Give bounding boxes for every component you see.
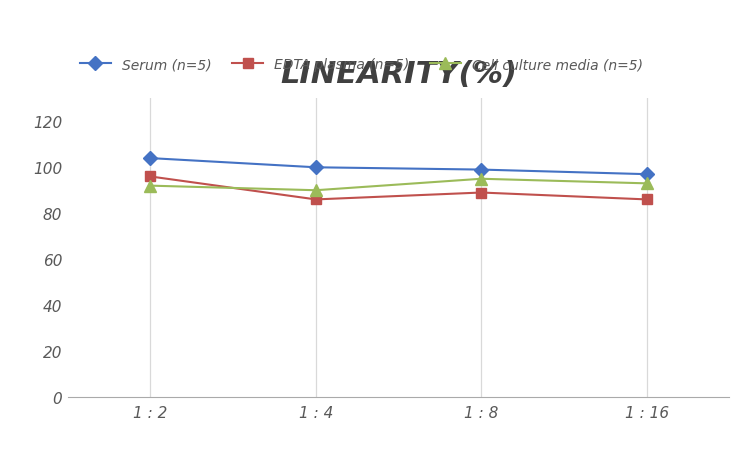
EDTA plasma (n=5) (311, 197, 320, 202)
Line: Cell culture media (n=5): Cell culture media (n=5) (145, 174, 652, 196)
Line: Serum (n=5): Serum (n=5) (146, 154, 651, 179)
Serum (n=5) (477, 167, 486, 173)
Serum (n=5) (146, 156, 155, 161)
Cell culture media (n=5) (146, 184, 155, 189)
Serum (n=5) (311, 165, 320, 170)
Serum (n=5) (642, 172, 651, 178)
Legend: Serum (n=5), EDTA plasma (n=5), Cell culture media (n=5): Serum (n=5), EDTA plasma (n=5), Cell cul… (74, 53, 648, 78)
EDTA plasma (n=5) (642, 197, 651, 202)
Line: EDTA plasma (n=5): EDTA plasma (n=5) (146, 172, 651, 205)
EDTA plasma (n=5) (477, 190, 486, 196)
Cell culture media (n=5) (311, 188, 320, 193)
Cell culture media (n=5) (477, 177, 486, 182)
Title: LINEARITY(%): LINEARITY(%) (280, 60, 517, 88)
EDTA plasma (n=5) (146, 175, 155, 180)
Cell culture media (n=5) (642, 181, 651, 187)
